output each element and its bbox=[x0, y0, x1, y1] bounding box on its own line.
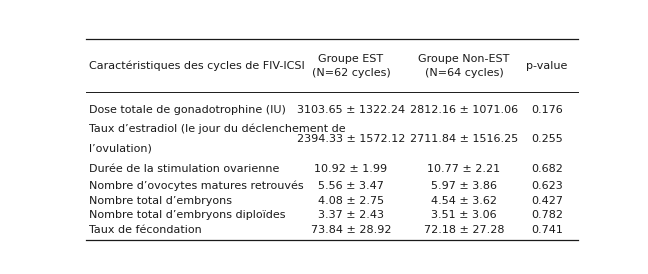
Text: Nombre total d’embryons: Nombre total d’embryons bbox=[89, 196, 231, 206]
Text: 3.37 ± 2.43: 3.37 ± 2.43 bbox=[318, 210, 384, 220]
Text: 10.77 ± 2.21: 10.77 ± 2.21 bbox=[428, 164, 500, 174]
Text: 0.682: 0.682 bbox=[531, 164, 562, 174]
Text: 73.84 ± 28.92: 73.84 ± 28.92 bbox=[310, 225, 391, 235]
Text: 0.255: 0.255 bbox=[531, 135, 562, 144]
Text: 10.92 ± 1.99: 10.92 ± 1.99 bbox=[314, 164, 388, 174]
Text: 2394.33 ± 1572.12: 2394.33 ± 1572.12 bbox=[297, 135, 405, 144]
Text: Taux de fécondation: Taux de fécondation bbox=[89, 225, 202, 235]
Text: 0.427: 0.427 bbox=[531, 196, 563, 206]
Text: 5.97 ± 3.86: 5.97 ± 3.86 bbox=[431, 181, 497, 191]
Text: 0.623: 0.623 bbox=[531, 181, 562, 191]
Text: Groupe EST
(N=62 cycles): Groupe EST (N=62 cycles) bbox=[312, 54, 390, 78]
Text: Dose totale de gonadotrophine (IU): Dose totale de gonadotrophine (IU) bbox=[89, 105, 285, 115]
Text: Durée de la stimulation ovarienne: Durée de la stimulation ovarienne bbox=[89, 164, 279, 174]
Text: 0.741: 0.741 bbox=[531, 225, 562, 235]
Text: 0.176: 0.176 bbox=[531, 105, 562, 115]
Text: p-value: p-value bbox=[526, 61, 568, 71]
Text: Nombre total d’embryons diploïdes: Nombre total d’embryons diploïdes bbox=[89, 210, 285, 220]
Text: 2812.16 ± 1071.06: 2812.16 ± 1071.06 bbox=[410, 105, 518, 115]
Text: 4.08 ± 2.75: 4.08 ± 2.75 bbox=[318, 196, 384, 206]
Text: 2711.84 ± 1516.25: 2711.84 ± 1516.25 bbox=[410, 135, 518, 144]
Text: Taux d’estradiol (le jour du déclenchement de: Taux d’estradiol (le jour du déclencheme… bbox=[89, 124, 345, 134]
Text: 3103.65 ± 1322.24: 3103.65 ± 1322.24 bbox=[297, 105, 405, 115]
Text: Groupe Non-EST
(N=64 cycles): Groupe Non-EST (N=64 cycles) bbox=[418, 54, 509, 78]
Text: 72.18 ± 27.28: 72.18 ± 27.28 bbox=[424, 225, 504, 235]
Text: Caractéristiques des cycles de FIV-ICSI: Caractéristiques des cycles de FIV-ICSI bbox=[89, 60, 305, 71]
Text: 3.51 ± 3.06: 3.51 ± 3.06 bbox=[431, 210, 497, 220]
Text: 4.54 ± 3.62: 4.54 ± 3.62 bbox=[431, 196, 497, 206]
Text: l’ovulation): l’ovulation) bbox=[89, 144, 152, 154]
Text: 0.782: 0.782 bbox=[531, 210, 563, 220]
Text: Nombre d’ovocytes matures retrouvés: Nombre d’ovocytes matures retrouvés bbox=[89, 181, 303, 191]
Text: 5.56 ± 3.47: 5.56 ± 3.47 bbox=[318, 181, 384, 191]
